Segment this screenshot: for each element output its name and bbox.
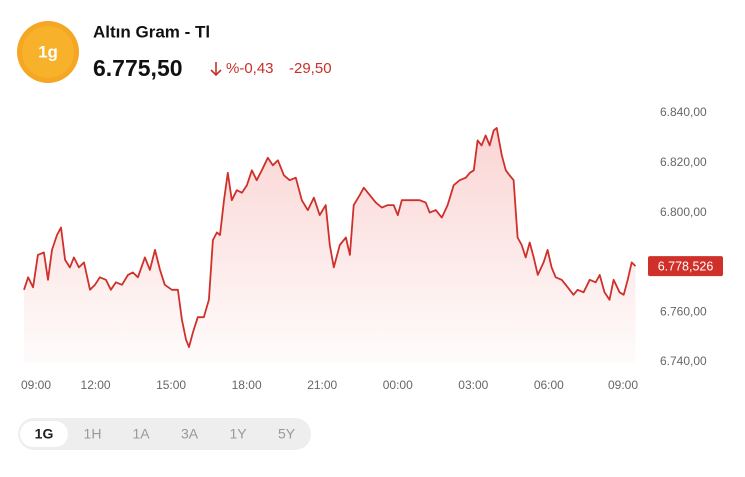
current-label: 6.778,526 <box>658 259 714 273</box>
y-tick-label: 6.800,00 <box>660 205 707 219</box>
change-percent: %-0,43 <box>226 60 274 77</box>
range-button[interactable]: 1H <box>84 426 102 442</box>
y-tick-label: 6.740,00 <box>660 354 707 368</box>
icon <box>22 26 74 78</box>
range-button[interactable]: 1G <box>35 426 54 442</box>
chart-title: Altın Gram - Tl <box>93 22 210 41</box>
current-badge <box>648 256 723 277</box>
range-selected <box>20 421 68 447</box>
x-tick-label: 03:00 <box>458 378 488 392</box>
x-tick-label: 21:00 <box>307 378 337 392</box>
range-button[interactable]: 1Y <box>229 426 247 442</box>
x-tick-label: 00:00 <box>383 378 413 392</box>
line <box>23 127 637 348</box>
y-tick-label: 6.820,00 <box>660 155 707 169</box>
down-arrow <box>210 62 222 77</box>
change: -29,50 <box>289 60 332 77</box>
x-tick-label: 06:00 <box>534 378 564 392</box>
x-tick-label: 09:00 <box>21 378 51 392</box>
icon-label: 1g <box>38 42 58 61</box>
x-tick-label: 15:00 <box>156 378 186 392</box>
x-tick-label: 18:00 <box>232 378 262 392</box>
y-tick-label: 6.760,00 <box>660 304 707 318</box>
range-group <box>18 418 311 450</box>
x-tick-label: 12:00 <box>81 378 111 392</box>
price: 6.775,50 <box>93 55 183 81</box>
y-tick-label: 6.840,00 <box>660 105 707 119</box>
range-button[interactable]: 5Y <box>278 426 296 442</box>
range-button[interactable]: 1A <box>132 426 150 442</box>
x-tick-label: 09:00 <box>608 378 638 392</box>
range-button[interactable]: 3A <box>181 426 199 442</box>
